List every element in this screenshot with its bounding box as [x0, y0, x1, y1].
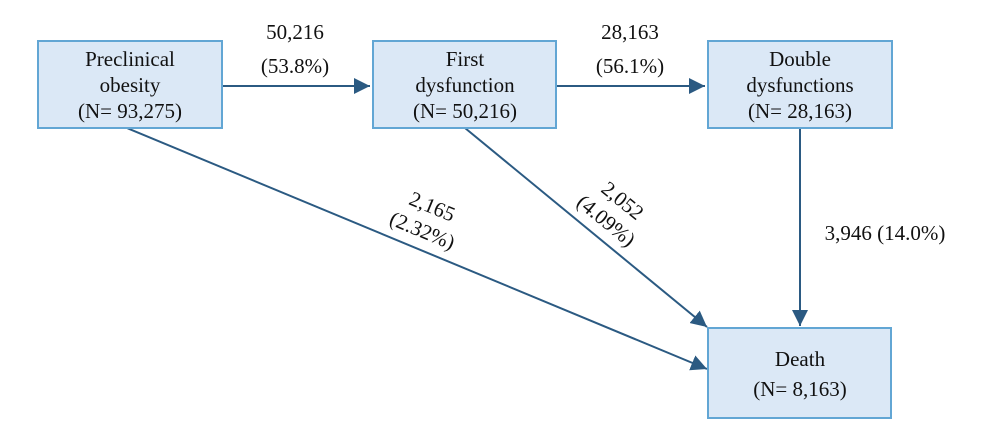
node-first-dysfunction: First dysfunction (N= 50,216) — [372, 40, 557, 129]
node-double-dysfunctions: Double dysfunctions (N= 28,163) — [707, 40, 893, 129]
edge-label: 3,946 (14.0%) — [825, 221, 946, 245]
node-line3: (N= 28,163) — [748, 99, 852, 123]
edge-first-to-death: 2,052 (4.09%) — [464, 127, 708, 328]
edge-double-to-death: 3,946 (14.0%) — [792, 128, 946, 326]
edge-label-count: 50,216 — [266, 20, 324, 44]
node-line3: (N= 93,275) — [78, 99, 182, 123]
node-line2: dysfunctions — [746, 73, 853, 97]
node-line1: Death — [775, 347, 826, 371]
edge-preclinical-to-death: 2,165 (2.32%) — [126, 127, 708, 371]
edge-label-percent: (53.8%) — [261, 54, 329, 78]
node-preclinical-obesity: Preclinical obesity (N= 93,275) — [37, 40, 223, 129]
edge-label-percent: (56.1%) — [596, 54, 664, 78]
arrow-first-to-death — [464, 127, 708, 328]
edge-first-to-double: 28,163 (56.1%) — [556, 20, 705, 94]
node-line3: (N= 50,216) — [413, 99, 517, 123]
node-line2: obesity — [100, 73, 161, 97]
node-line1: Double — [769, 47, 831, 71]
node-death: Death (N= 8,163) — [707, 327, 892, 419]
arrow-preclinical-to-death — [126, 127, 708, 371]
edge-preclinical-to-first: 50,216 (53.8%) — [222, 20, 370, 94]
node-line1: First — [446, 47, 485, 71]
node-line2: dysfunction — [415, 73, 515, 97]
node-line2: (N= 8,163) — [753, 377, 847, 401]
edge-label-count: 28,163 — [601, 20, 659, 44]
node-line1: Preclinical — [85, 47, 175, 71]
